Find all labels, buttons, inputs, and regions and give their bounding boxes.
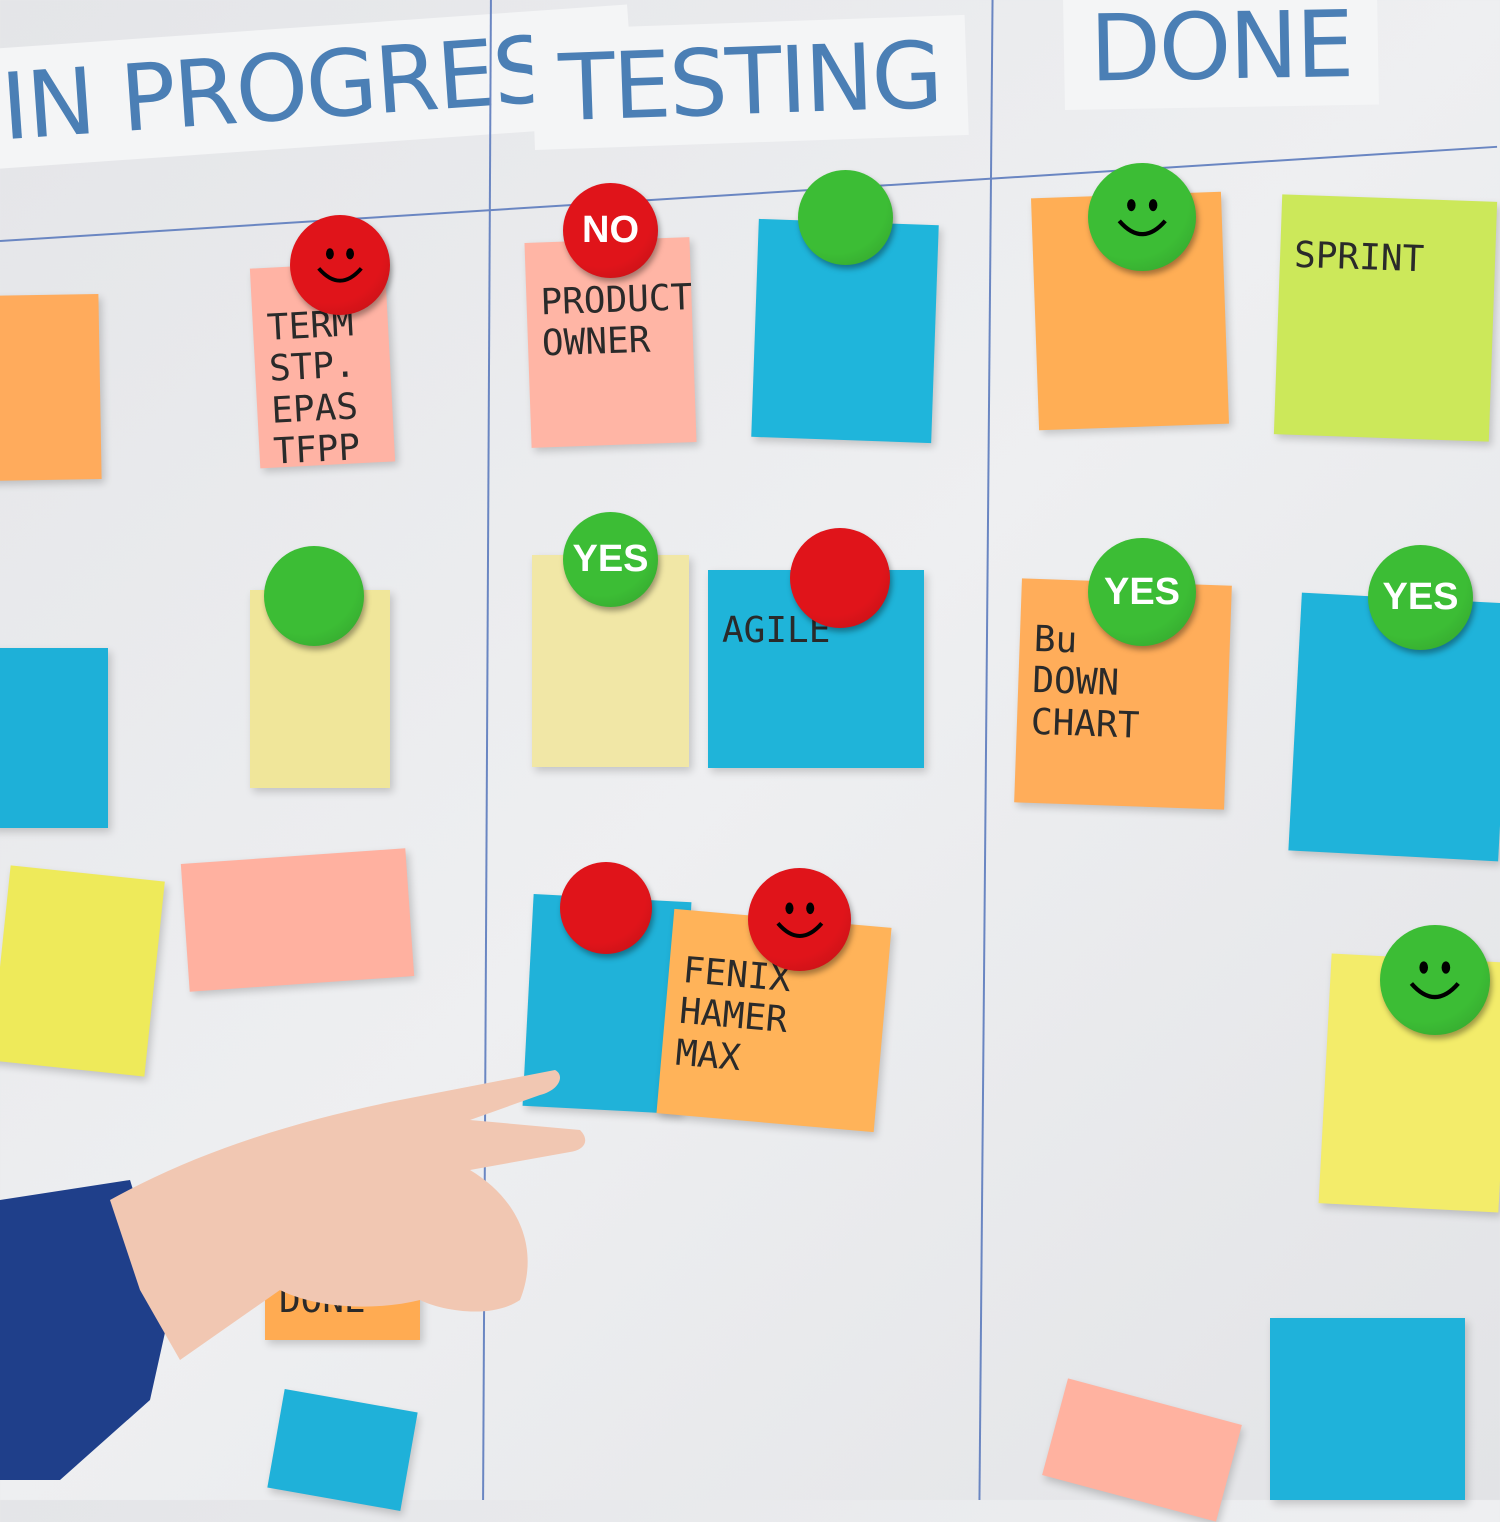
column-header-testing: TESTING <box>530 14 969 151</box>
label-magnet[interactable]: YES <box>1088 538 1196 646</box>
magnet[interactable] <box>798 170 893 265</box>
sticky-note[interactable] <box>180 848 415 992</box>
magnet[interactable] <box>560 862 652 954</box>
magnet-label: NO <box>582 209 639 251</box>
sleeve <box>0 1180 170 1480</box>
label-magnet[interactable]: NO <box>563 183 658 278</box>
magnet-label: YES <box>572 538 649 580</box>
magnet-label: YES <box>1103 570 1181 613</box>
column-divider <box>978 0 994 1500</box>
smiley-icon <box>317 248 363 283</box>
smiley-magnet[interactable] <box>290 215 390 315</box>
sticky-note[interactable]: SPRINT <box>1273 194 1498 442</box>
smiley-icon <box>1409 961 1461 1000</box>
smiley-icon <box>1117 198 1167 237</box>
sticky-note[interactable] <box>0 865 165 1077</box>
sticky-note[interactable] <box>0 293 102 482</box>
label-magnet[interactable]: YES <box>1368 545 1473 650</box>
header-divider <box>0 145 1498 242</box>
hand <box>0 1070 586 1480</box>
magnet-label: YES <box>1382 576 1459 618</box>
label-magnet[interactable]: YES <box>563 512 658 607</box>
sticky-note[interactable] <box>1042 1378 1242 1522</box>
smiley-icon <box>776 902 823 938</box>
smiley-magnet[interactable] <box>1088 163 1196 271</box>
smiley-magnet[interactable] <box>748 868 851 971</box>
column-header-done: DONE <box>1062 0 1380 111</box>
magnet[interactable] <box>264 546 364 646</box>
smiley-magnet[interactable] <box>1380 925 1490 1035</box>
sticky-note[interactable] <box>0 648 108 828</box>
magnet[interactable] <box>790 528 890 628</box>
hand-skin <box>110 1070 586 1360</box>
sticky-note[interactable] <box>1270 1318 1465 1500</box>
